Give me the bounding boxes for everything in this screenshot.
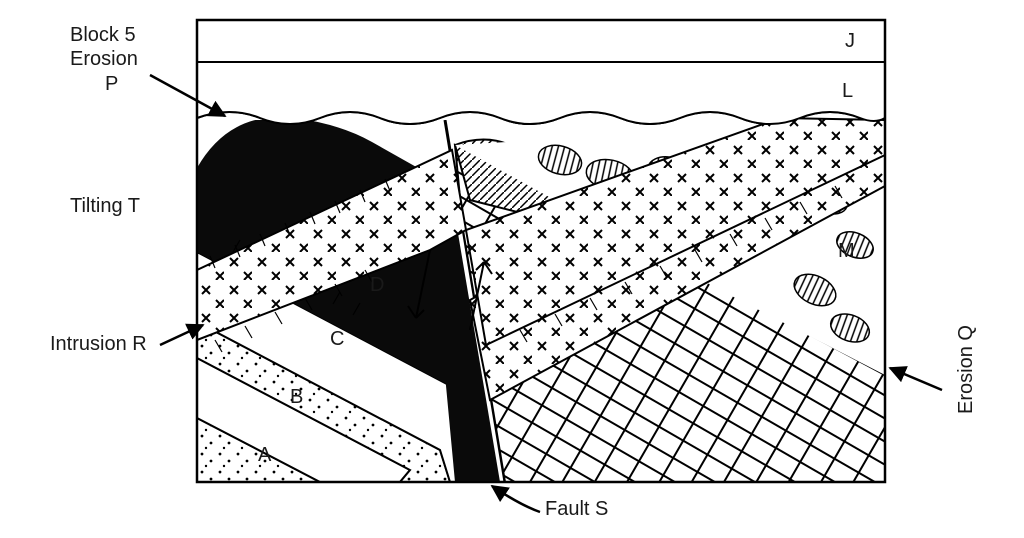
arrow-S — [492, 486, 540, 512]
cross-section-svg — [0, 0, 1024, 538]
diagram-stage: Block 5 Erosion P Tilting T Intrusion R … — [0, 0, 1024, 538]
section-content — [197, 20, 885, 482]
label-L: L — [842, 80, 853, 103]
label-A: A — [258, 444, 271, 467]
arrow-Q — [890, 368, 942, 390]
label-P: P — [105, 73, 118, 96]
label-faultS: Fault S — [545, 498, 608, 521]
label-erosion: Erosion — [70, 48, 138, 71]
label-B: B — [290, 386, 303, 409]
label-tiltingT: Tilting T — [70, 195, 140, 218]
label-erosionQ: Erosion Q — [955, 325, 978, 414]
label-block5: Block 5 — [70, 24, 136, 47]
label-M: M — [838, 240, 855, 263]
label-D: D — [370, 274, 384, 297]
label-J: J — [845, 30, 855, 53]
label-C: C — [330, 328, 344, 351]
label-intrusionR: Intrusion R — [50, 333, 147, 356]
